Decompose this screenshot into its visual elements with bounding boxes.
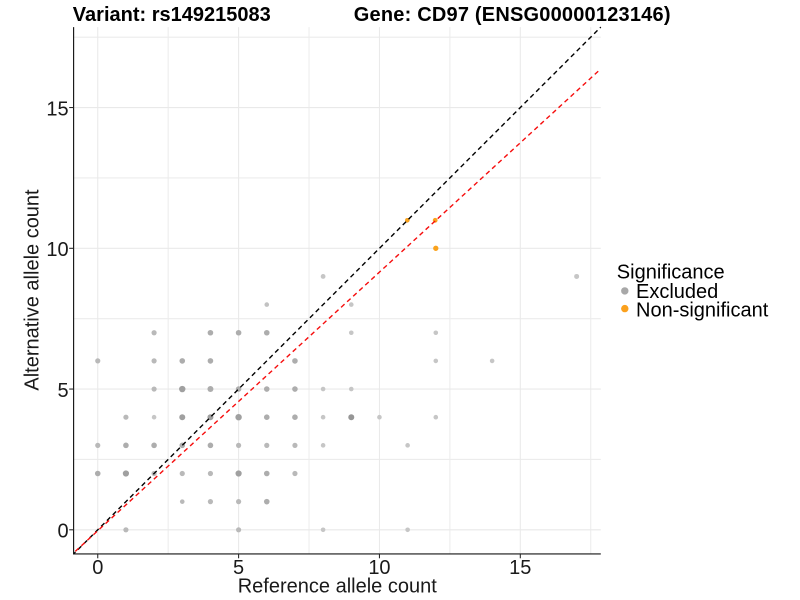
svg-text:5: 5	[57, 380, 68, 402]
svg-text:Variant: rs149215083: Variant: rs149215083	[73, 4, 271, 26]
svg-text:10: 10	[46, 239, 68, 261]
svg-text:5: 5	[233, 557, 244, 579]
svg-text:0: 0	[92, 557, 103, 579]
svg-text:Gene: CD97 (ENSG00000123146): Gene: CD97 (ENSG00000123146)	[354, 4, 671, 26]
svg-text:10: 10	[368, 557, 390, 579]
svg-text:0: 0	[57, 521, 68, 543]
svg-text:Reference allele count: Reference allele count	[238, 576, 437, 598]
svg-text:Alternative allele count: Alternative allele count	[22, 189, 44, 391]
svg-text:Significance: Significance	[617, 262, 725, 284]
svg-text:Excluded: Excluded	[636, 281, 718, 303]
svg-text:15: 15	[46, 98, 68, 120]
svg-text:15: 15	[509, 557, 531, 579]
svg-text:Non-significant: Non-significant	[636, 299, 769, 321]
